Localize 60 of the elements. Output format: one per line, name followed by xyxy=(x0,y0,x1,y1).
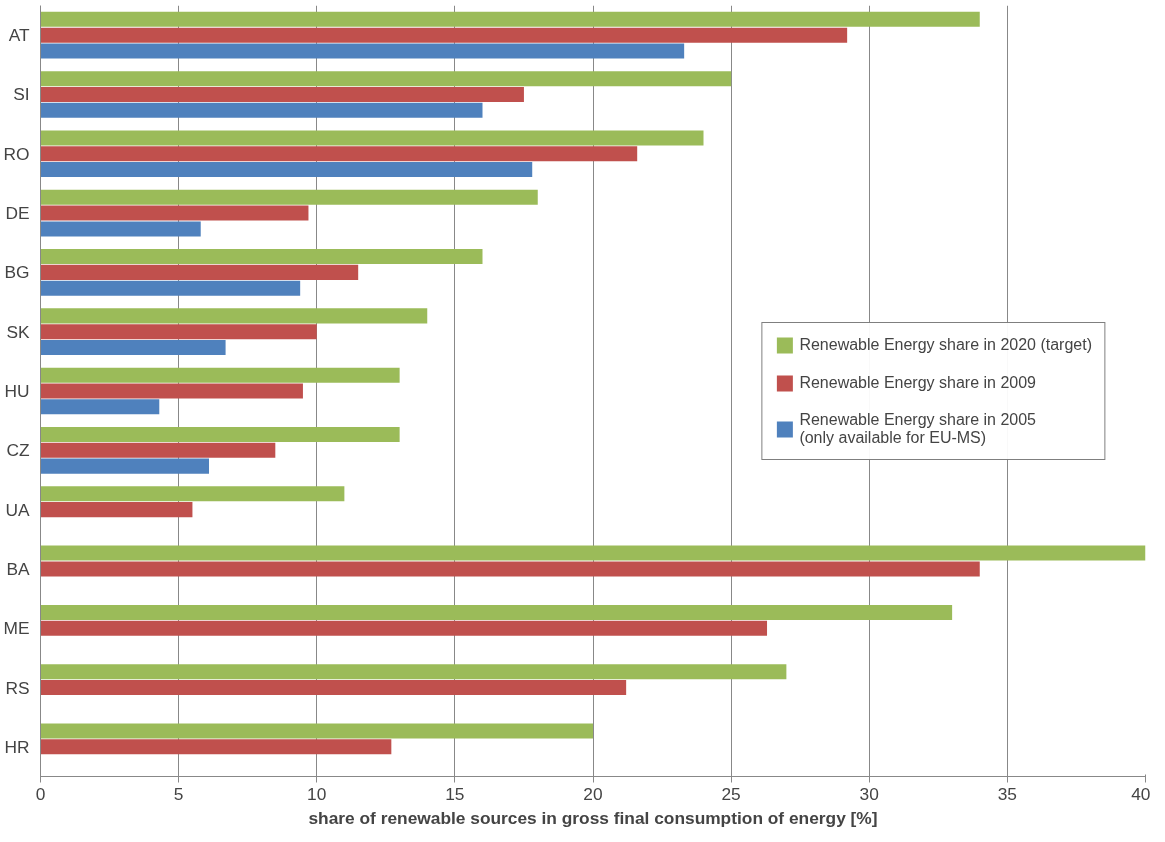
bar xyxy=(40,502,193,518)
y-tick-label: BG xyxy=(4,262,30,283)
bar xyxy=(40,620,768,636)
bar xyxy=(40,442,276,458)
bar xyxy=(40,221,201,237)
legend-label: Renewable Energy share in 2005 (only available for EU-MS) xyxy=(799,410,1036,447)
x-tick-label: 0 xyxy=(35,783,46,804)
bar xyxy=(40,308,428,324)
legend-label: Renewable Energy share in 2009 xyxy=(799,373,1036,392)
x-tick-label: 30 xyxy=(859,783,879,804)
bar xyxy=(40,426,400,442)
bar xyxy=(40,458,210,474)
y-tick-label: DE xyxy=(5,203,30,224)
bar xyxy=(40,43,685,59)
bar xyxy=(40,249,483,265)
bar xyxy=(40,664,787,680)
bar xyxy=(40,723,593,739)
bar xyxy=(40,86,524,102)
x-tick-label: 5 xyxy=(173,783,184,804)
bar xyxy=(40,280,301,296)
bar xyxy=(40,604,953,620)
bar xyxy=(40,324,317,340)
bar xyxy=(40,27,848,43)
x-tick-label: 15 xyxy=(445,783,465,804)
bar xyxy=(40,383,303,399)
y-tick-label: ME xyxy=(3,618,30,639)
y-tick-label: AT xyxy=(8,25,30,46)
y-tick-label: RO xyxy=(3,143,30,164)
bar xyxy=(40,71,732,87)
x-tick-label: 20 xyxy=(583,783,603,804)
bar xyxy=(40,367,400,383)
y-tick-label: RS xyxy=(5,677,30,698)
bar xyxy=(40,205,309,221)
y-tick-label: BA xyxy=(6,558,30,579)
x-tick-label: 40 xyxy=(1131,783,1151,804)
bar xyxy=(40,162,533,178)
x-tick-label: 10 xyxy=(307,783,327,804)
y-tick-label: SK xyxy=(6,321,30,342)
legend-label: Renewable Energy share in 2020 (target) xyxy=(799,335,1092,354)
x-tick-label: 35 xyxy=(997,783,1018,804)
bar xyxy=(40,545,1146,561)
bar xyxy=(40,189,538,205)
y-tick-label: HU xyxy=(4,381,30,401)
bar xyxy=(40,11,980,27)
bar xyxy=(40,739,392,755)
bar xyxy=(40,146,638,162)
bar xyxy=(40,102,483,118)
y-tick-label: HR xyxy=(4,736,30,757)
bar xyxy=(40,680,627,696)
bar xyxy=(40,130,704,146)
bar xyxy=(40,399,160,415)
y-tick-label: CZ xyxy=(6,440,30,461)
y-tick-label: SI xyxy=(13,84,30,105)
x-axis-title: share of renewable sources in gross final consumption of energy [%] xyxy=(308,807,878,828)
x-tick-label: 25 xyxy=(721,783,741,804)
bar xyxy=(40,561,980,577)
bar xyxy=(40,340,226,356)
y-tick-label: UA xyxy=(5,499,30,520)
bar xyxy=(40,486,345,502)
bar xyxy=(40,264,359,280)
